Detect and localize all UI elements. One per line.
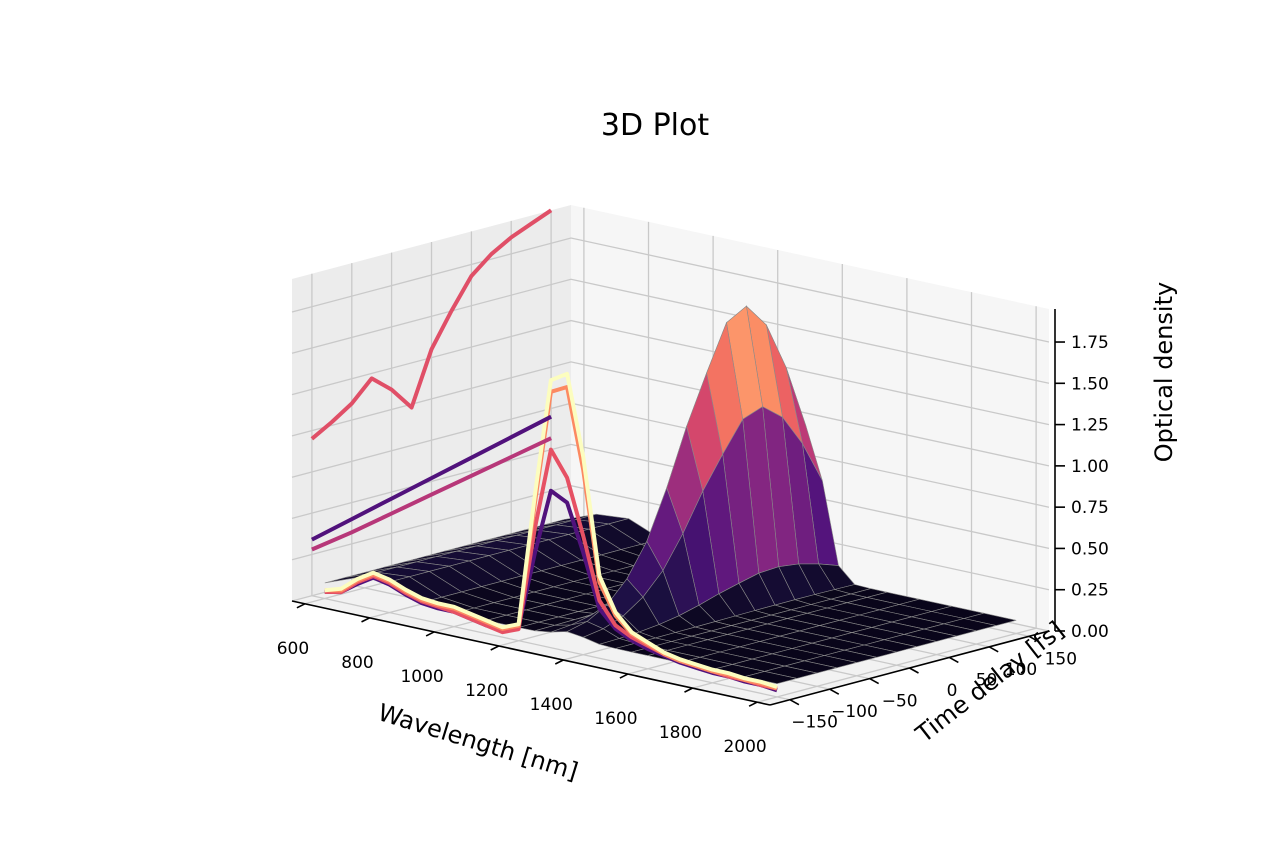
grid-line-z (291, 278, 1050, 384)
x-tick-label: 600 (277, 639, 309, 659)
x-tick-label: 800 (341, 653, 373, 673)
wall-projection-line (310, 208, 553, 441)
spectrum-line (324, 371, 778, 689)
z-tick-label: 0.75 (1071, 498, 1109, 518)
z-tick-label: 0.50 (1071, 539, 1109, 559)
z-tick-label: 1.00 (1071, 457, 1109, 477)
x-tick (490, 645, 500, 651)
y-tick-label: 0 (947, 681, 958, 701)
x-tick (554, 659, 564, 665)
z-axis-label: Optical density (1150, 282, 1178, 462)
x-tick (619, 673, 629, 679)
x-tick (748, 701, 758, 707)
y-tick (869, 677, 880, 685)
x-tick-label: 1400 (530, 695, 573, 715)
x-tick-label: 1800 (659, 723, 702, 743)
surface-cell (744, 671, 797, 685)
z-tick-label: 1.75 (1071, 333, 1109, 353)
y-tick (909, 667, 919, 674)
x-tick (296, 603, 306, 609)
x-tick-label: 1600 (594, 709, 637, 729)
z-tick-label: 1.50 (1071, 374, 1109, 394)
y-tick (988, 646, 999, 653)
y-tick-label: 150 (1045, 649, 1077, 669)
wall-projections (310, 208, 553, 552)
grid-line-z (291, 237, 1050, 343)
y-tick (789, 699, 800, 706)
wall-projection-line (310, 414, 553, 542)
x-axis-line (291, 600, 771, 706)
spectra-series (324, 371, 778, 693)
z-tick-label: 1.25 (1071, 416, 1109, 436)
x-tick-label: 1200 (465, 681, 508, 701)
axes: 600800100012001400160018002000−150−100−5… (277, 309, 1109, 757)
y-tick-label: 100 (1005, 660, 1037, 680)
chart-title: 3D Plot (601, 108, 710, 143)
y-tick-label: −150 (791, 713, 838, 733)
y-tick (829, 688, 840, 695)
x-tick-label: 1000 (400, 667, 443, 687)
grid-line-z (291, 319, 1050, 426)
y-tick-label: −100 (831, 702, 878, 722)
x-tick (425, 631, 435, 637)
z-tick-label: 0.25 (1071, 581, 1109, 601)
wall-projection-line (311, 436, 552, 552)
grid-line-z (291, 443, 1050, 550)
z-tick-label: 0.00 (1071, 622, 1109, 642)
y-tick-label: 50 (976, 670, 998, 690)
x-tick (361, 617, 370, 623)
x-tick-label: 2000 (723, 737, 766, 757)
y-tick (1028, 635, 1039, 642)
y-tick (948, 656, 959, 664)
grid-line-z (291, 361, 1050, 467)
y-tick-label: −50 (882, 692, 918, 712)
x-tick (684, 687, 693, 693)
